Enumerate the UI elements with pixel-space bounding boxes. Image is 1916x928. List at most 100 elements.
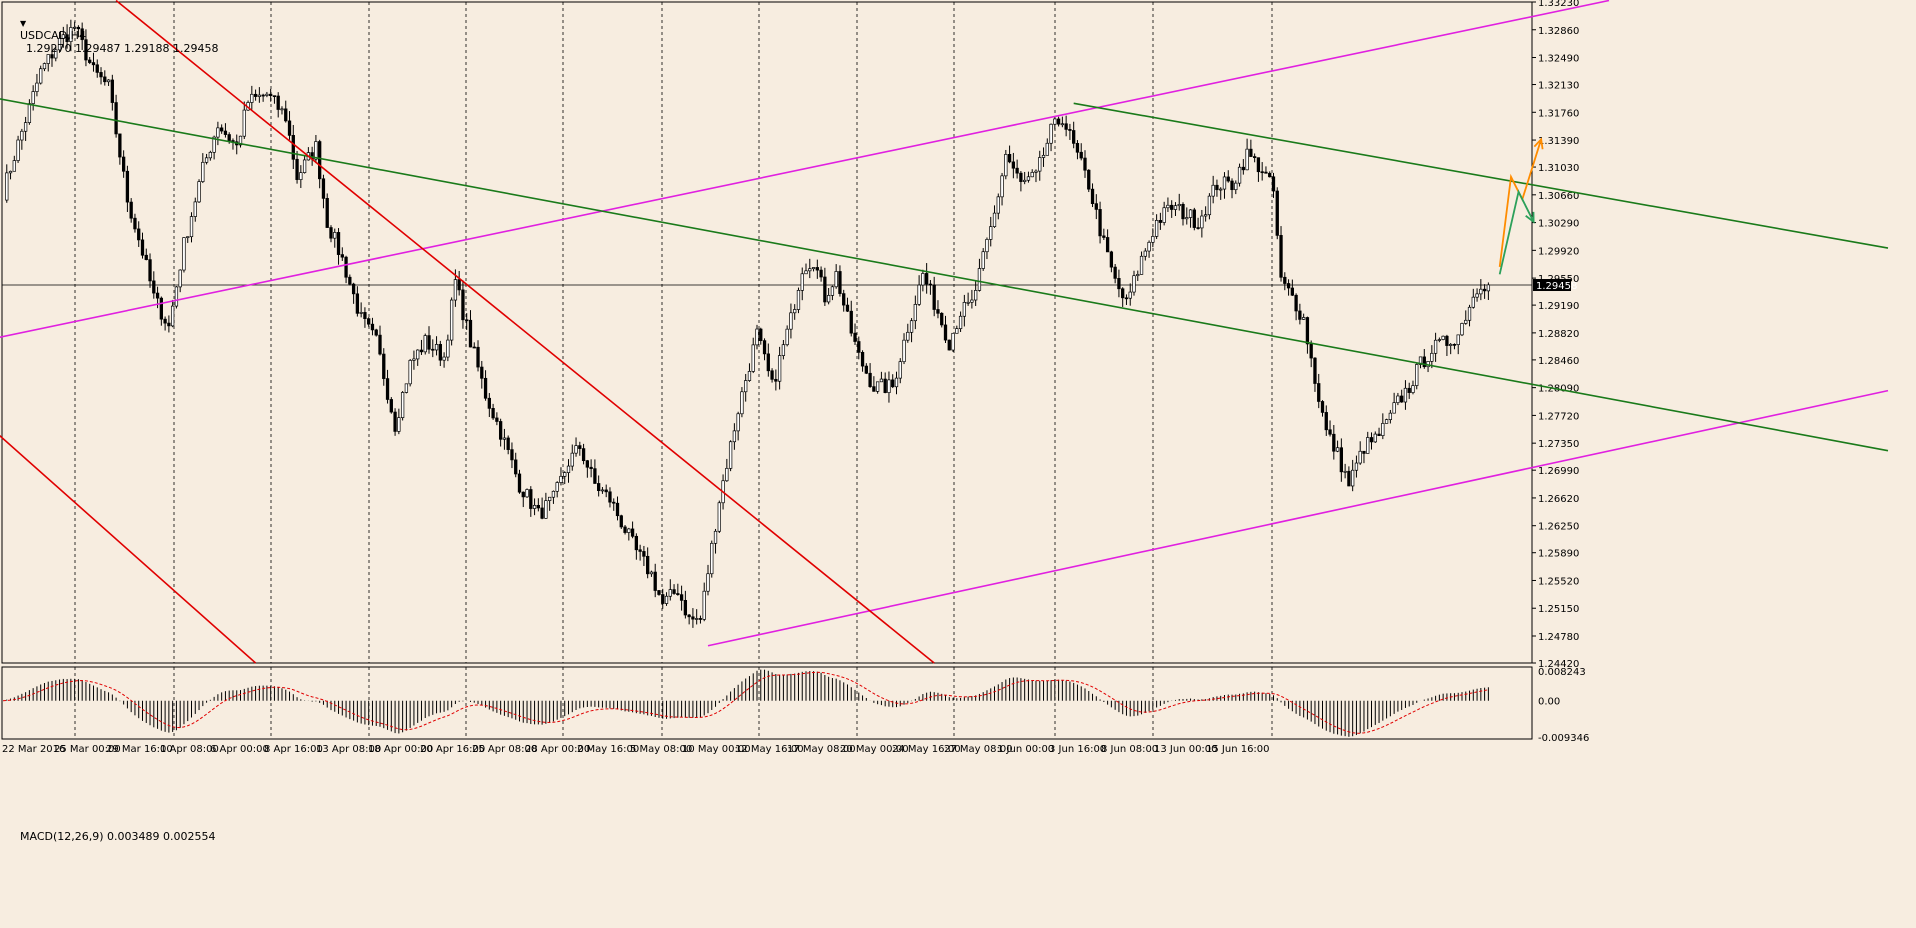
- dropdown-triangle-icon[interactable]: ▼: [20, 19, 27, 28]
- time-axis-label: 20 May 00:00: [840, 744, 909, 755]
- candle-body: [1079, 151, 1083, 159]
- candle-body: [710, 542, 714, 575]
- candle-body: [943, 324, 948, 341]
- candle-body: [1313, 357, 1317, 384]
- trendline-trend-red[interactable]: [115, 0, 935, 664]
- candle-body: [197, 181, 201, 203]
- candle-body: [845, 304, 850, 312]
- candle-body: [1007, 154, 1012, 163]
- trendline-trend-green[interactable]: [1073, 102, 1889, 249]
- candle-body: [1188, 209, 1193, 218]
- trendline-trend-green[interactable]: [0, 98, 1889, 452]
- candle-body: [1283, 276, 1287, 284]
- candle-body: [299, 172, 303, 180]
- candle-body: [1437, 339, 1442, 341]
- candle-body: [1445, 335, 1449, 346]
- candle-body: [759, 328, 763, 341]
- candle-body: [593, 468, 597, 484]
- time-axis-label: 27 May 08:00: [944, 744, 1013, 755]
- candle-body: [1381, 423, 1385, 437]
- candle-body: [336, 232, 341, 255]
- candle-body: [382, 353, 386, 379]
- candle-body: [808, 268, 812, 272]
- candle-body: [1249, 148, 1253, 157]
- forecast-arrow-arrow-orange[interactable]: [1498, 139, 1543, 267]
- candle-body: [118, 133, 122, 158]
- forecast-arrow-arrow-green[interactable]: [1498, 189, 1535, 275]
- candle-body: [1049, 123, 1053, 144]
- candle-body: [985, 239, 989, 253]
- time-axis-label: 2 May 16:00: [577, 744, 639, 755]
- candle-body: [186, 236, 190, 239]
- candle-body: [1343, 470, 1347, 473]
- candle-body: [1467, 306, 1472, 321]
- candle-body: [1000, 175, 1004, 198]
- candle-body: [638, 549, 642, 552]
- candle-body: [16, 139, 20, 161]
- candle-body: [627, 528, 631, 533]
- candle-body: [461, 289, 465, 321]
- candle-body: [1384, 419, 1389, 424]
- candle-body: [1260, 171, 1264, 174]
- candle-body: [1181, 203, 1185, 220]
- candle-body: [1109, 251, 1114, 268]
- candle-body: [1053, 118, 1057, 125]
- candle-body: [958, 315, 963, 329]
- candle-body: [480, 366, 484, 379]
- candle-body: [340, 254, 344, 258]
- candle-body: [1068, 129, 1072, 131]
- time-axis-label: 13 Apr 08:00: [316, 744, 381, 755]
- candle-body: [695, 618, 699, 620]
- candle-body: [50, 54, 54, 59]
- candle-body: [913, 304, 917, 322]
- candle-body: [1015, 167, 1019, 174]
- candle-body: [634, 535, 639, 551]
- candle-body: [544, 500, 548, 519]
- candle-body: [1173, 205, 1178, 210]
- candle-body: [152, 280, 156, 294]
- trendline-channel-magenta[interactable]: [0, 0, 1610, 338]
- trendline-channel-magenta[interactable]: [707, 389, 1889, 647]
- candle-body: [1162, 207, 1166, 223]
- price-axis-label: 1.28460: [1538, 356, 1579, 367]
- candle-body: [559, 475, 563, 483]
- candle-body: [781, 344, 786, 356]
- candle-body: [1339, 447, 1344, 473]
- candle-body: [683, 600, 688, 616]
- candle-body: [1396, 395, 1400, 404]
- price-axis-label: 1.27720: [1538, 411, 1579, 422]
- candle-body: [1019, 172, 1023, 182]
- candle-body: [1072, 130, 1076, 144]
- candle-body: [698, 618, 703, 620]
- candle-body: [826, 295, 831, 303]
- candle-body: [970, 299, 974, 303]
- time-axis-label: 25 Mar 00:00: [54, 744, 121, 755]
- candle-body: [397, 417, 401, 432]
- arrow-head-icon: [1533, 137, 1544, 150]
- candle-body: [1362, 450, 1366, 454]
- candle-body: [1060, 123, 1065, 126]
- candle-body: [400, 392, 405, 418]
- trendline-trend-red[interactable]: [0, 432, 257, 664]
- candle-body: [1305, 317, 1310, 345]
- candle-body: [796, 290, 801, 310]
- candle-body: [129, 201, 133, 219]
- price-axis-label: 1.25890: [1538, 549, 1579, 560]
- candle-body: [702, 590, 706, 620]
- candle-body: [99, 72, 103, 78]
- candle-body: [842, 293, 846, 306]
- price-axis-label: 1.31390: [1538, 136, 1579, 147]
- candle-body: [1422, 356, 1426, 368]
- candle-body: [762, 340, 767, 355]
- candle-body: [1045, 142, 1049, 156]
- candle-body: [630, 528, 635, 537]
- candle-body: [1087, 169, 1091, 190]
- price-axis-label: 1.31760: [1538, 108, 1579, 119]
- candle-body: [1430, 352, 1434, 362]
- price-axis-label: 1.24420: [1538, 659, 1579, 670]
- candle-body: [367, 318, 371, 325]
- candle-body: [140, 239, 145, 256]
- candle-body: [95, 64, 99, 73]
